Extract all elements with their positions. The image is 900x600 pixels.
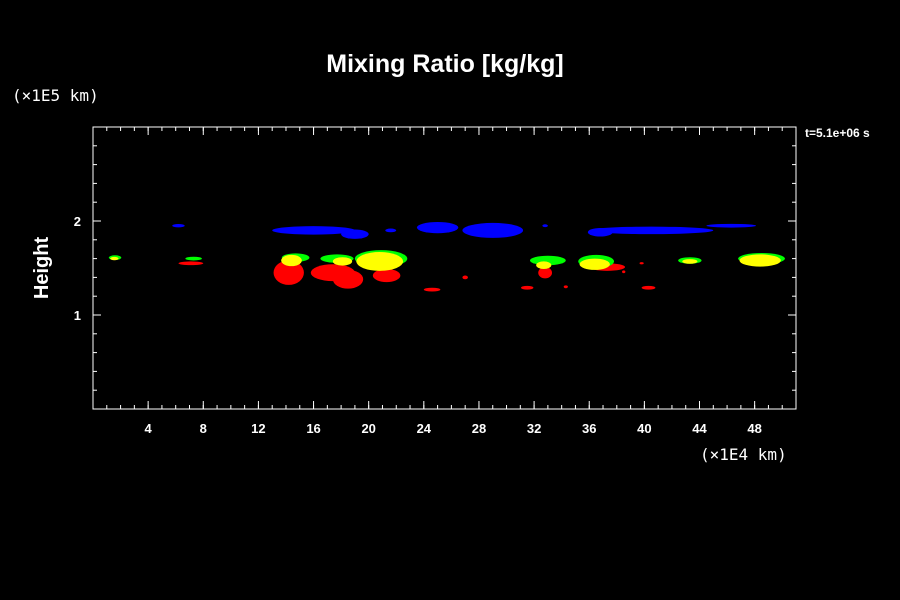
chart-title: Mixing Ratio [kg/kg] — [326, 50, 564, 78]
contour-blob-red — [332, 269, 364, 289]
contour-blob-yellow — [332, 257, 353, 266]
contour-blob-green — [185, 256, 202, 261]
y-tick-label: 1 — [74, 308, 81, 323]
contour-blob-blue — [416, 221, 459, 234]
x-tick-label: 28 — [472, 421, 486, 436]
contour-blob-yellow — [739, 254, 781, 267]
x-tick-label: 36 — [582, 421, 596, 436]
y-axis-label: Height — [31, 237, 53, 300]
contour-blob-blue — [385, 228, 397, 233]
contour-blob-blue — [706, 223, 757, 228]
contour-blob-yellow — [579, 258, 610, 270]
contour-blob-blue — [589, 226, 714, 235]
contour-blob-blue — [542, 224, 548, 228]
contour-blob-blue — [341, 229, 369, 239]
contour-blob-red — [538, 267, 553, 279]
contour-blob-red — [563, 285, 568, 289]
contour-blob-yellow — [110, 256, 119, 261]
x-tick-label: 16 — [306, 421, 320, 436]
time-stamp: t=5.1e+06 s — [805, 126, 870, 140]
contour-blob-blue — [587, 228, 613, 237]
y-axis-unit: (×1E5 km) — [12, 86, 99, 105]
contour-blob-red — [178, 261, 204, 266]
contour-blob-blue — [462, 222, 524, 238]
contour-blob-yellow — [281, 254, 302, 267]
x-tick-label: 12 — [251, 421, 265, 436]
contour-blob-blue — [272, 226, 355, 235]
contour-blob-red — [273, 260, 304, 285]
x-tick-label: 24 — [417, 421, 432, 436]
x-tick-label: 20 — [361, 421, 375, 436]
contour-blob-red — [372, 268, 401, 283]
x-tick-label: 40 — [637, 421, 651, 436]
contour-blob-red — [521, 285, 534, 290]
y-tick-label: 2 — [74, 214, 81, 229]
contour-layer — [108, 221, 785, 292]
x-tick-label: 44 — [692, 421, 707, 436]
contour-blob-red — [462, 275, 468, 280]
x-tick-label: 32 — [527, 421, 541, 436]
x-axis-unit: (×1E4 km) — [700, 445, 787, 464]
x-tick-label: 8 — [200, 421, 207, 436]
x-tick-label: 4 — [145, 421, 153, 436]
contour-blob-red — [622, 270, 626, 274]
contour-blob-red — [639, 262, 644, 265]
plot-frame — [92, 126, 797, 410]
contour-blob-yellow — [536, 261, 552, 269]
contour-blob-blue — [172, 224, 185, 228]
x-tick-label: 48 — [747, 421, 761, 436]
contour-blob-red — [641, 285, 656, 290]
contour-blob-red — [423, 287, 441, 292]
contour-blob-yellow — [356, 252, 404, 271]
contour-blob-yellow — [682, 259, 698, 264]
